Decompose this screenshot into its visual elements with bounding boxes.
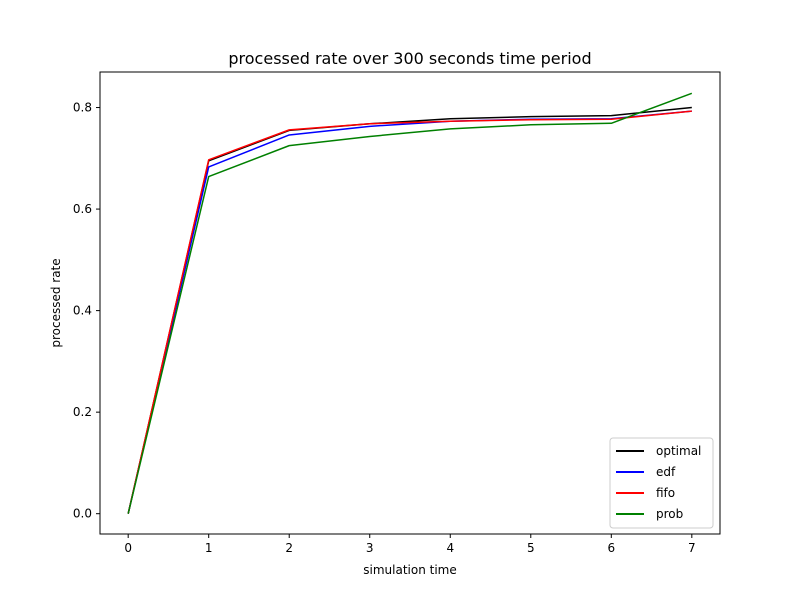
x-tick-label: 0 bbox=[124, 541, 132, 555]
legend-label-prob: prob bbox=[656, 507, 683, 521]
y-tick-label: 0.6 bbox=[73, 202, 92, 216]
plot-area bbox=[127, 92, 693, 514]
axes-frame bbox=[99, 71, 721, 535]
series-line-optimal bbox=[127, 106, 692, 514]
y-tick-label: 0.8 bbox=[73, 101, 92, 115]
legend-label-edf: edf bbox=[656, 465, 676, 479]
series-line-fifo bbox=[127, 110, 692, 514]
x-axis-label: simulation time bbox=[363, 563, 456, 577]
legend-box bbox=[609, 437, 714, 529]
y-axis-label: processed rate bbox=[49, 258, 63, 347]
legend-label-optimal: optimal bbox=[656, 444, 701, 458]
y-tick-label: 0.2 bbox=[73, 405, 92, 419]
y-tick-label: 0.4 bbox=[73, 304, 92, 318]
chart-title: processed rate over 300 seconds time per… bbox=[228, 49, 591, 68]
legend-label-fifo: fifo bbox=[656, 486, 675, 500]
x-tick-label: 2 bbox=[285, 541, 293, 555]
y-tick-label: 0.0 bbox=[73, 507, 92, 521]
x-tick-label: 4 bbox=[446, 541, 454, 555]
x-tick-label: 7 bbox=[688, 541, 696, 555]
x-tick-label: 6 bbox=[607, 541, 615, 555]
series-line-prob bbox=[127, 92, 693, 514]
x-tick-label: 5 bbox=[527, 541, 535, 555]
x-tick-label: 3 bbox=[366, 541, 374, 555]
legend: optimal edf fifo prob bbox=[609, 437, 714, 529]
y-axis-ticks: 0.0 0.2 0.4 0.6 0.8 bbox=[73, 101, 100, 521]
x-tick-label: 1 bbox=[205, 541, 213, 555]
x-axis-ticks: 0 1 2 3 4 5 6 7 bbox=[124, 534, 696, 555]
